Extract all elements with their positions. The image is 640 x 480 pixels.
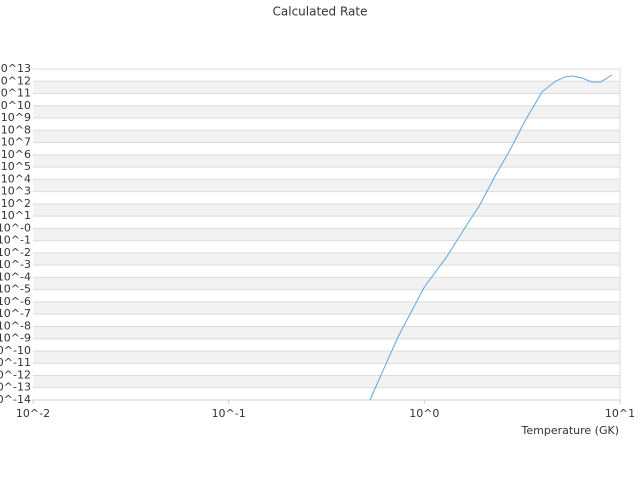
y-tick-label: 10^-13 — [0, 381, 31, 394]
y-tick-label: 10^2 — [1, 197, 31, 210]
y-tick-label: 10^-2 — [0, 246, 31, 259]
grid-band — [33, 105, 620, 119]
x-tick-label: 10^1 — [605, 407, 635, 420]
y-tick-label: 10^5 — [1, 160, 31, 173]
grid-band — [33, 277, 620, 290]
y-tick-label: 10^-8 — [0, 319, 31, 332]
grid-band — [33, 252, 620, 266]
x-axis-label: Temperature (GK) — [521, 424, 620, 437]
y-tick-label: 10^13 — [0, 62, 31, 75]
x-tick-label: 10^0 — [409, 407, 439, 420]
grid-band — [33, 350, 620, 364]
x-tick-label: 10^-2 — [16, 407, 50, 420]
chart-title: Calculated Rate — [273, 5, 368, 19]
data-line — [369, 74, 613, 400]
y-tick-label: 10^-4 — [0, 270, 31, 283]
y-tick-label: 10^6 — [1, 148, 31, 161]
y-tick-label: 10^12 — [0, 74, 31, 87]
y-tick-label: 10^9 — [1, 111, 31, 124]
grid-band — [33, 154, 620, 168]
y-tick-label: 10^-7 — [0, 307, 31, 320]
y-tick-label: 10^-10 — [0, 344, 31, 357]
y-tick-label: 10^10 — [0, 99, 31, 112]
y-tick-label: 10^-3 — [0, 258, 31, 271]
grid-band — [33, 301, 620, 315]
grid-band — [33, 228, 620, 241]
y-tick-label: 10^-12 — [0, 368, 31, 381]
y-tick-label: 10^11 — [0, 87, 31, 100]
grid-band — [33, 375, 620, 388]
y-tick-label: 10^1 — [1, 209, 31, 222]
grid — [33, 68, 620, 401]
y-tick-label: 10^8 — [1, 123, 31, 136]
y-tick-label: 10^-1 — [0, 234, 31, 247]
y-tick-label: 10^7 — [1, 136, 31, 149]
y-tick-label: 10^4 — [1, 172, 31, 185]
y-tick-label: 10^-6 — [0, 295, 31, 308]
x-tick-label: 10^-1 — [212, 407, 246, 420]
y-tick-label: 10^-11 — [0, 356, 31, 369]
y-tick-label: 10^-0 — [0, 221, 31, 234]
y-tick-label: 10^-14 — [0, 393, 31, 406]
y-tick-label: 10^-9 — [0, 332, 31, 345]
grid-band — [33, 326, 620, 339]
y-tick-label: 10^-5 — [0, 283, 31, 296]
y-tick-label: 10^3 — [1, 185, 31, 198]
grid-band — [33, 203, 620, 217]
grid-band — [33, 81, 620, 94]
grid-band — [33, 179, 620, 192]
grid-band — [33, 130, 620, 143]
